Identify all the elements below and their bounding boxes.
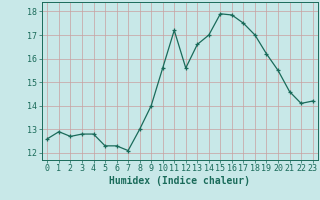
X-axis label: Humidex (Indice chaleur): Humidex (Indice chaleur) — [109, 176, 251, 186]
